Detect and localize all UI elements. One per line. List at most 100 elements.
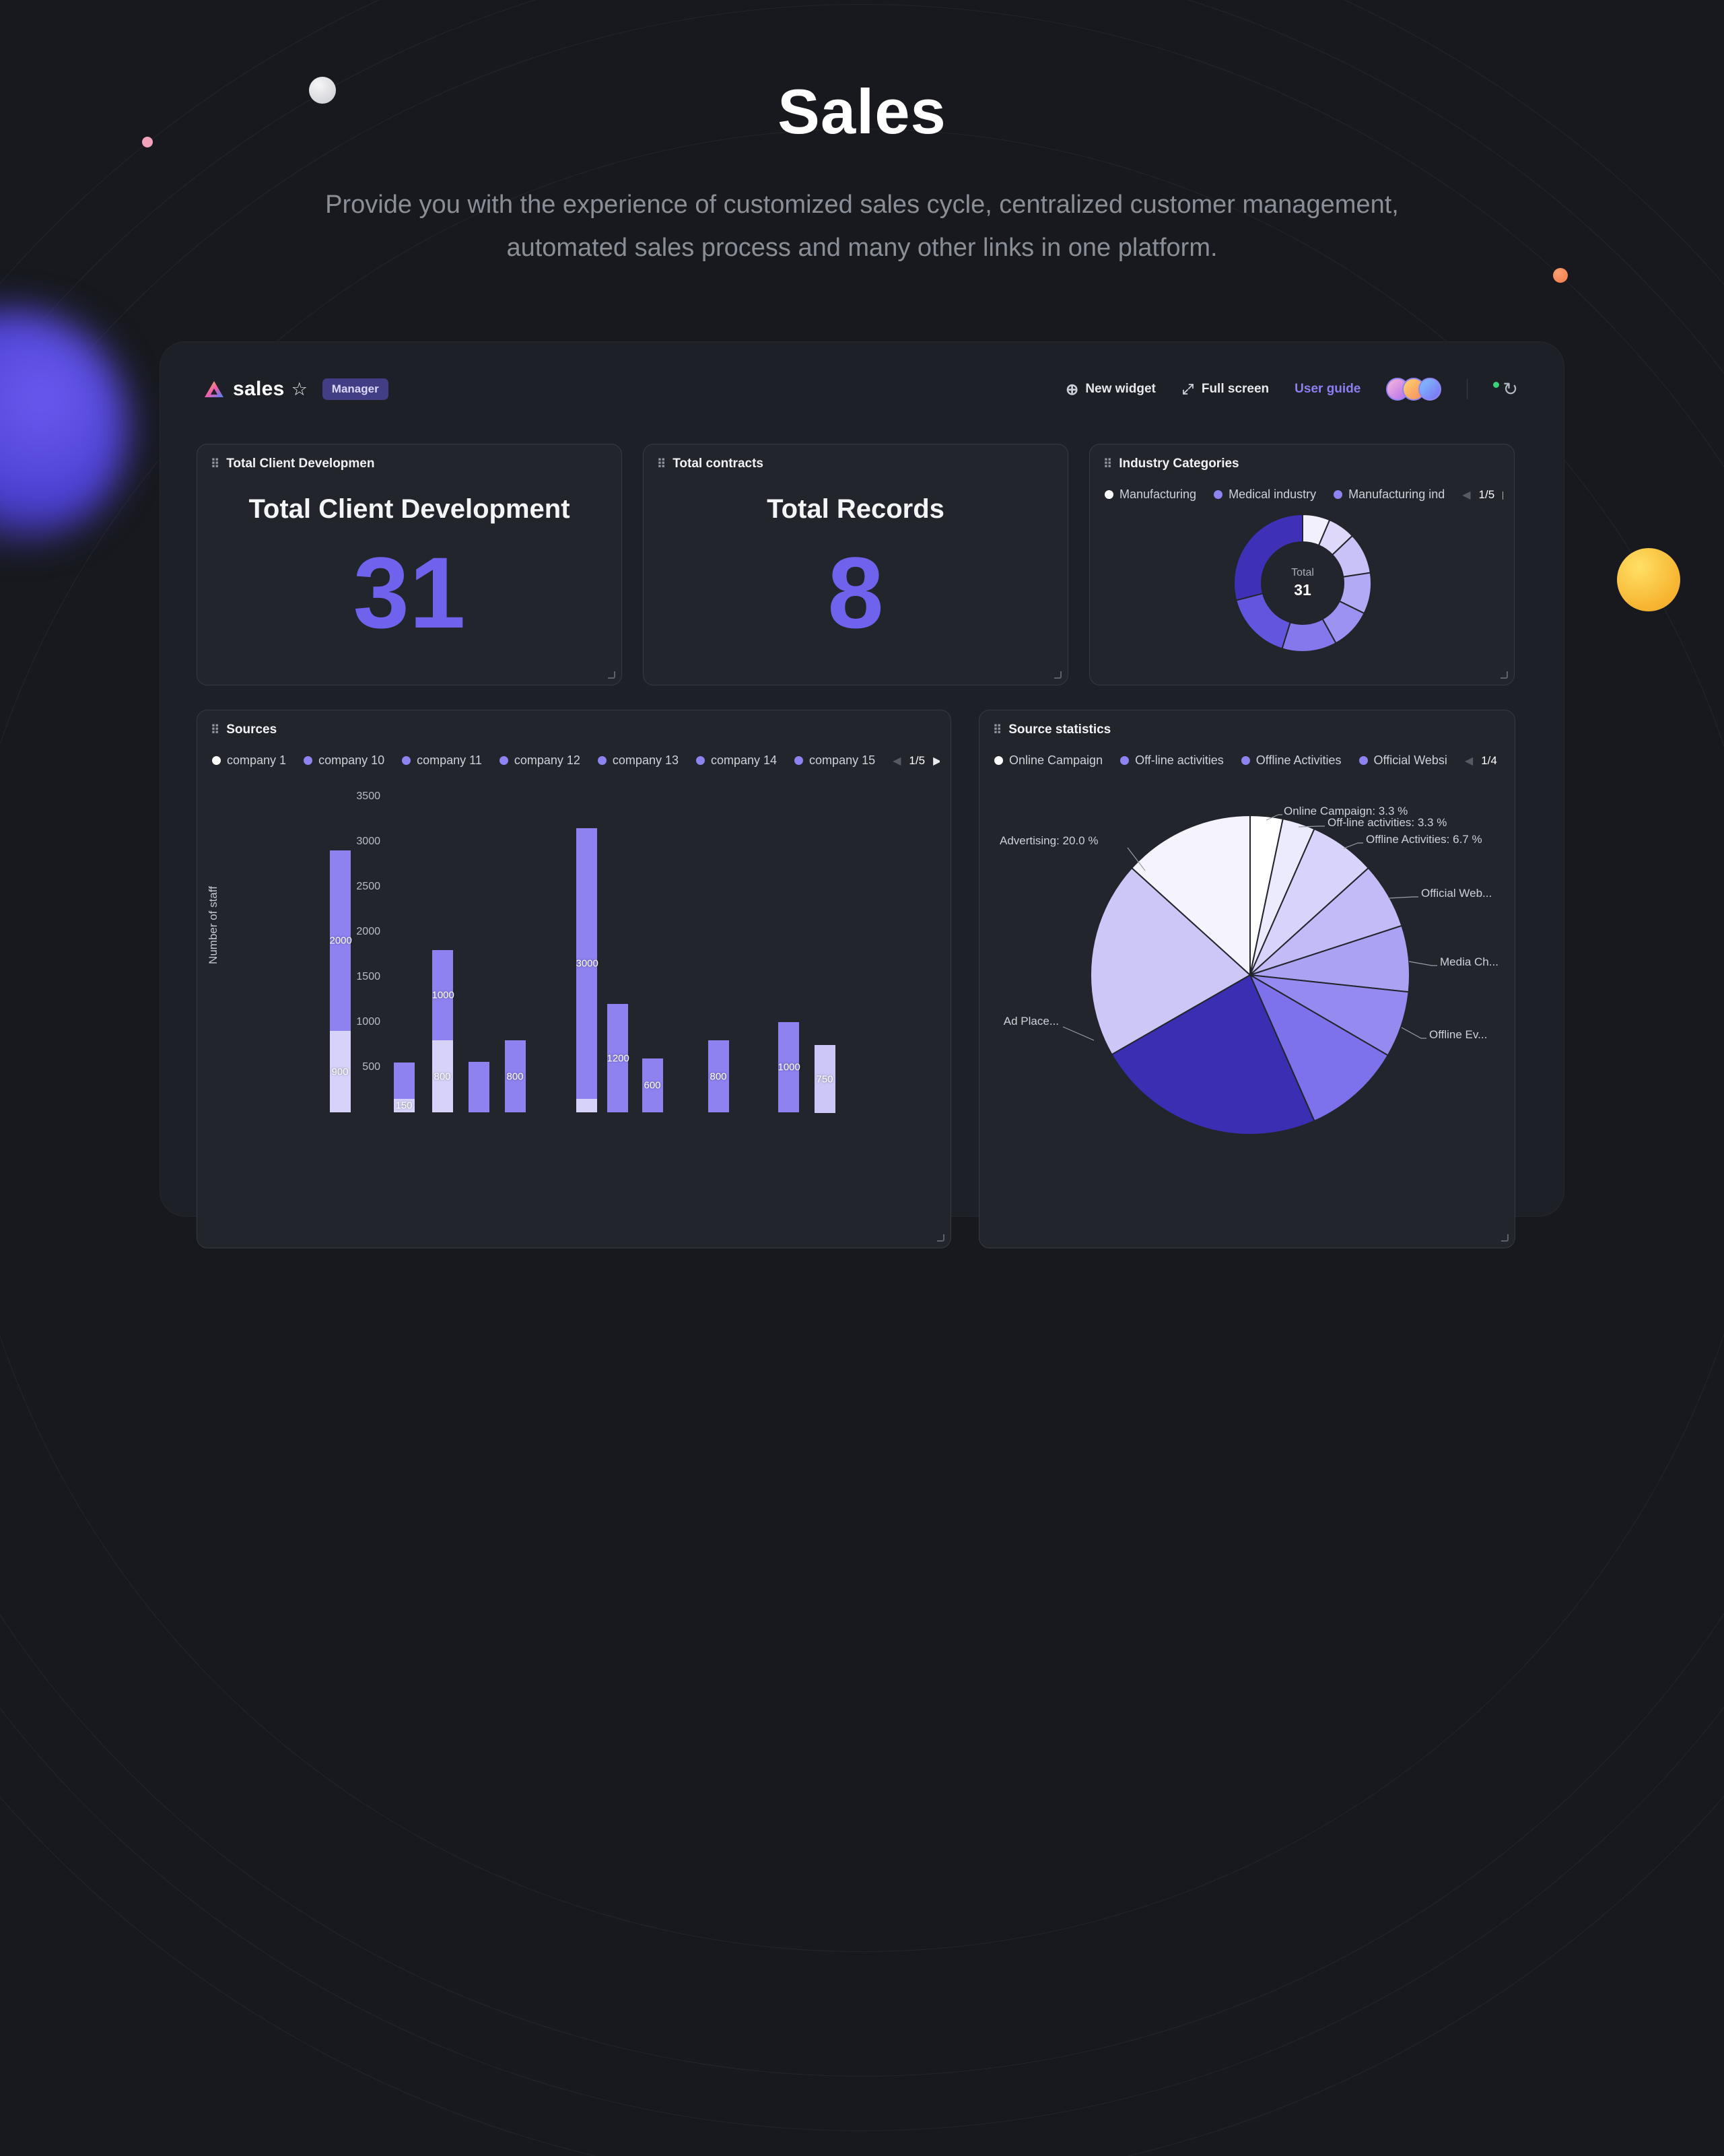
bar-segment[interactable]: 1200 — [607, 1004, 629, 1112]
pie-callout-line — [1408, 961, 1437, 966]
drag-handle-icon[interactable]: ⠿ — [657, 457, 666, 471]
dashboard-card: sales ☆ Manager ⊕ New widget Full screen… — [160, 341, 1564, 1248]
resize-handle[interactable] — [1054, 671, 1062, 679]
pie-callout-line — [1298, 826, 1325, 828]
legend-items: Online Campaign Off-line activities Offlin… — [994, 753, 1447, 768]
legend-item[interactable]: Manufacturing — [1105, 487, 1196, 502]
widget-total-client-development: ⠿ Total Client Developmen Total Client D… — [197, 444, 622, 685]
donut-segment[interactable] — [1233, 513, 1303, 601]
full-screen-label: Full screen — [1201, 382, 1270, 396]
sync-icon: ↻ — [1503, 378, 1518, 399]
page-subtitle: Provide you with the experience of custo… — [0, 183, 1724, 269]
bar-segment[interactable]: 600 — [642, 1058, 663, 1112]
bar-segment[interactable] — [576, 1099, 597, 1112]
pie-slice[interactable] — [1090, 867, 1251, 1056]
resize-handle[interactable] — [937, 1234, 944, 1242]
widget-source-statistics: Online Campaign: 3.3 % Off-line activitie… — [979, 710, 1515, 1248]
next-page-icon[interactable]: ▶ — [933, 755, 940, 767]
widget-sources: Number of staff 500 1000 1500 2000 2500 3000 3… — [197, 710, 951, 1248]
legend-item[interactable]: company 12 — [499, 753, 580, 768]
y-tick-label: 3500 — [356, 790, 380, 802]
bar-segment[interactable]: 900 — [329, 1031, 351, 1112]
page-indicator: 1/4 — [1481, 753, 1497, 767]
widget-header: ⠿ Source statistics — [993, 722, 1501, 737]
bar-value-label: 150 — [395, 1100, 413, 1112]
resize-handle[interactable] — [1501, 1234, 1509, 1242]
industry-donut-chart[interactable] — [1232, 512, 1373, 654]
pie-callout-line — [1062, 1026, 1095, 1041]
legend-item[interactable]: company 14 — [695, 753, 777, 768]
donut-segment[interactable] — [1235, 593, 1291, 650]
bar-segment[interactable]: 1000 — [432, 950, 454, 1040]
pie-slice[interactable] — [1130, 814, 1251, 977]
prev-page-icon[interactable]: ◀ — [1464, 755, 1474, 767]
bar-segment[interactable]: 800 — [708, 1040, 729, 1112]
bar-segment[interactable]: 3000 — [576, 828, 598, 1099]
bar-value-label: 1000 — [778, 1061, 800, 1073]
page-indicator: 1/5 — [1478, 487, 1495, 501]
bar-segment[interactable]: 150 — [393, 1099, 415, 1112]
legend-item[interactable]: company 10 — [304, 753, 384, 768]
bar-segment[interactable]: 1000 — [778, 1022, 800, 1112]
drag-handle-icon[interactable]: ⠿ — [993, 722, 1002, 737]
legend-item[interactable]: Off-line activities — [1120, 753, 1224, 768]
new-widget-label: New widget — [1085, 382, 1156, 396]
bar-segment[interactable]: 800 — [432, 1040, 453, 1112]
sync-status-button[interactable]: ↻ — [1493, 380, 1518, 399]
widget-header-title: Total Client Developmen — [226, 457, 375, 471]
legend-item[interactable]: Offline Activities — [1241, 753, 1342, 768]
y-tick-label: 1500 — [356, 971, 380, 982]
legend-pager: ◀ 1/5 ▶ — [1462, 488, 1503, 502]
avatar-group[interactable] — [1386, 378, 1442, 401]
resize-handle[interactable] — [1501, 671, 1508, 679]
pie-callout-label: Online Campaign: 3.3 % — [1284, 805, 1408, 817]
legend-item[interactable]: Online Campaign — [994, 753, 1103, 768]
legend-item[interactable]: company 11 — [402, 753, 482, 768]
bar-segment[interactable] — [468, 1062, 489, 1112]
widget-header-title: Industry Categories — [1119, 457, 1239, 471]
legend-label: Off-line activities — [1135, 753, 1224, 767]
pie-callout-label: Ad Place... — [1004, 1015, 1059, 1028]
legend-label: company 1 — [227, 753, 287, 767]
source-statistics-pie-chart[interactable]: Online Campaign: 3.3 % Off-line activitie… — [979, 710, 1516, 1249]
drag-handle-icon[interactable]: ⠿ — [1103, 457, 1113, 471]
legend-item[interactable]: Manufacturing ind — [1334, 487, 1445, 502]
sources-bar-chart[interactable]: Number of staff 500 1000 1500 2000 2500 3000 3… — [197, 710, 951, 1248]
favorite-star-icon[interactable]: ☆ — [291, 378, 308, 399]
bar-value-label: 2000 — [329, 935, 352, 947]
full-screen-button[interactable]: Full screen — [1181, 382, 1269, 397]
bar-value-label: 800 — [434, 1071, 451, 1082]
pie-callout-label: Offline Ev... — [1429, 1028, 1487, 1041]
bar-value-label: 3000 — [576, 957, 598, 970]
prev-page-icon[interactable]: ◀ — [893, 755, 901, 767]
bar-segment[interactable] — [393, 1063, 415, 1099]
drag-handle-icon[interactable]: ⠿ — [211, 722, 220, 737]
legend-dot-icon — [1334, 490, 1343, 499]
avatar[interactable] — [1418, 378, 1442, 401]
logo-icon — [205, 381, 223, 397]
bar-segment[interactable]: 800 — [504, 1040, 526, 1112]
role-badge: Manager — [322, 378, 388, 400]
pie-callout-label: Offline Activities: 6.7 % — [1366, 833, 1482, 846]
legend-item[interactable]: company 15 — [794, 753, 875, 768]
new-widget-button[interactable]: ⊕ New widget — [1066, 380, 1156, 398]
prev-page-icon[interactable]: ◀ — [1462, 489, 1471, 501]
y-tick-label: 2000 — [356, 926, 380, 937]
decor-dot-white — [309, 77, 336, 104]
user-guide-link[interactable]: User guide — [1295, 382, 1361, 396]
legend-item[interactable]: Official Websi — [1358, 753, 1447, 768]
resize-handle[interactable] — [608, 671, 615, 679]
legend-label: Manufacturing ind — [1348, 487, 1445, 501]
plus-icon: ⊕ — [1066, 380, 1079, 398]
legend-item[interactable]: Medical industry — [1214, 487, 1316, 502]
page-indicator: 1/5 — [909, 753, 926, 767]
legend-item[interactable]: company 13 — [597, 753, 679, 768]
bar-segment[interactable]: 750 — [814, 1045, 835, 1113]
drag-handle-icon[interactable]: ⠿ — [211, 457, 220, 471]
brand-name: sales — [233, 378, 285, 400]
page-title: Sales — [778, 76, 946, 147]
full-screen-icon — [1182, 384, 1194, 395]
legend-label: Official Websi — [1373, 753, 1447, 767]
legend-item[interactable]: company 1 — [212, 753, 286, 768]
bar-segment[interactable]: 2000 — [329, 850, 352, 1031]
